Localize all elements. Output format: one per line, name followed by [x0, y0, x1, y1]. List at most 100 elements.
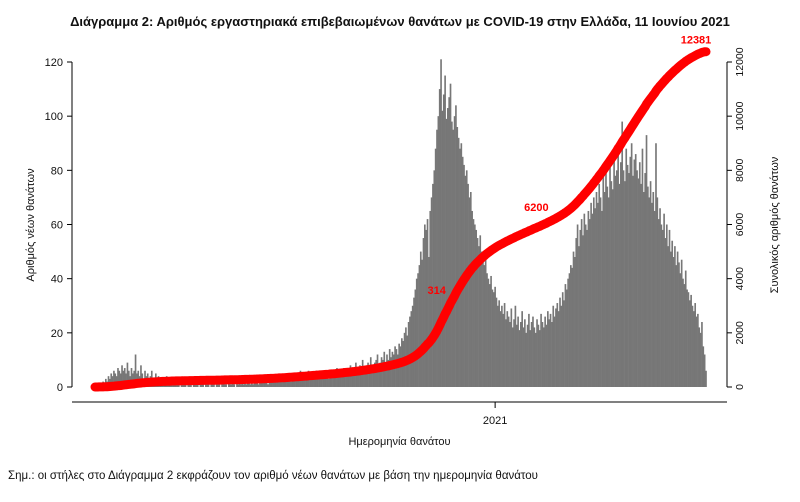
bar — [544, 316, 546, 387]
bar — [503, 303, 506, 387]
bar — [126, 362, 129, 387]
bar — [448, 97, 450, 387]
bar — [414, 289, 417, 387]
bar — [318, 373, 321, 387]
bar — [588, 219, 591, 387]
bar — [455, 105, 457, 387]
bar — [664, 238, 667, 387]
bar — [309, 373, 311, 387]
bar — [622, 170, 625, 387]
bar — [559, 297, 561, 387]
bar — [652, 192, 655, 387]
bar — [568, 273, 571, 387]
bar — [396, 354, 399, 387]
bar — [536, 319, 538, 387]
bar — [701, 322, 703, 387]
bar — [118, 370, 121, 387]
bar — [422, 238, 425, 387]
bar — [425, 229, 428, 387]
bar — [382, 359, 384, 387]
bar — [444, 75, 446, 388]
bar — [690, 294, 692, 387]
bar — [233, 384, 236, 387]
bar — [459, 148, 461, 387]
bar — [430, 197, 433, 387]
bar — [545, 324, 548, 387]
bar — [351, 373, 353, 387]
bar — [415, 278, 418, 387]
bar — [518, 330, 521, 387]
bar — [441, 110, 444, 387]
bar — [564, 284, 567, 387]
bar — [686, 289, 688, 387]
y2-tick-label: 12000 — [734, 47, 746, 76]
bar — [127, 370, 130, 387]
bar — [257, 384, 260, 387]
bar — [252, 384, 254, 387]
bar — [594, 208, 596, 387]
bar — [636, 170, 638, 387]
bar — [334, 376, 337, 387]
bar — [250, 381, 253, 387]
bar — [492, 292, 495, 387]
bar — [200, 384, 203, 387]
bar — [537, 324, 540, 387]
bar — [140, 365, 142, 387]
bar — [319, 376, 322, 387]
bar — [678, 262, 680, 387]
bar — [371, 365, 373, 387]
bar — [547, 311, 549, 387]
bar — [461, 156, 464, 387]
bar — [451, 121, 453, 387]
bar — [449, 83, 452, 388]
bar — [268, 381, 271, 387]
bar — [483, 265, 486, 387]
bar — [497, 305, 499, 387]
bar — [655, 143, 657, 387]
bar — [446, 108, 449, 388]
y-tick-label: 40 — [51, 274, 63, 286]
bar — [603, 192, 606, 387]
bar — [509, 322, 511, 387]
bar — [344, 370, 346, 387]
bar — [368, 368, 371, 387]
bar — [267, 384, 269, 387]
bar — [411, 305, 414, 387]
bar — [207, 384, 210, 387]
bar — [653, 210, 656, 387]
bar — [479, 235, 482, 387]
bar — [687, 292, 690, 387]
bar — [575, 238, 578, 387]
bar — [634, 154, 637, 387]
bar — [421, 259, 423, 387]
bar — [445, 118, 448, 387]
bar — [495, 297, 498, 387]
bar — [675, 265, 678, 387]
bar — [597, 202, 599, 387]
bar — [533, 327, 536, 387]
bar — [300, 378, 303, 387]
bar — [569, 265, 572, 387]
bar — [218, 384, 221, 387]
bar — [322, 373, 325, 387]
annotation-label: 12381 — [681, 35, 712, 47]
bar — [563, 300, 565, 387]
bar — [676, 251, 679, 387]
bar — [429, 210, 432, 387]
bar — [378, 365, 380, 387]
bar — [205, 384, 207, 387]
bar — [298, 376, 300, 387]
bar — [615, 170, 618, 387]
bar — [553, 316, 556, 387]
bar — [329, 373, 332, 387]
bar — [651, 202, 653, 387]
cumulative-line — [90, 47, 711, 392]
bar — [501, 305, 503, 387]
bar — [380, 357, 383, 387]
bar — [240, 384, 242, 387]
bar — [271, 381, 273, 387]
bar — [624, 181, 626, 387]
bar — [352, 368, 355, 387]
bar — [211, 384, 214, 387]
